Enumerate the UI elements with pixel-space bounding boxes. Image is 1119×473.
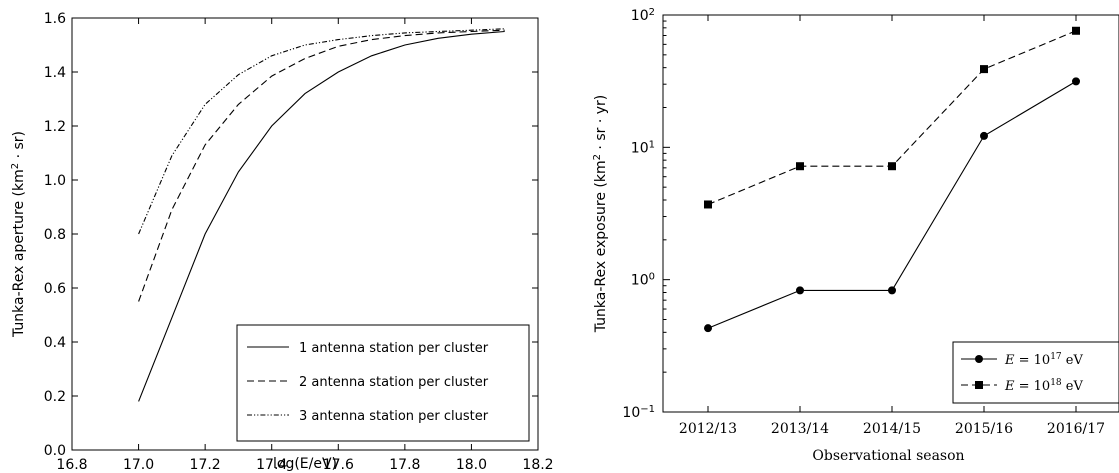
- aperture-y-tick-label: 1.6: [44, 11, 66, 27]
- exposure-series-line-2: [707, 30, 1077, 206]
- exposure-y-axis-label-sup: 2: [592, 154, 603, 160]
- aperture-x-tick-label: 17.4: [256, 457, 287, 473]
- aperture-series-group: [138, 28, 505, 402]
- aperture-y-tick-label: 0.4: [44, 335, 66, 351]
- exposure-x-axis-label: Observational season: [812, 448, 964, 464]
- exposure-point-square: [888, 162, 896, 171]
- aperture-y-tick-label: 1.4: [44, 65, 66, 81]
- aperture-y-axis-label-sup: 2: [10, 163, 21, 169]
- aperture-legend-label-3: 3 antenna station per cluster: [299, 409, 489, 424]
- aperture-y-tick-label: 0.0: [44, 443, 66, 459]
- exposure-legend-marker-square: [975, 381, 983, 389]
- exposure-point-circle: [704, 324, 712, 333]
- aperture-y-tick-label: 0.6: [44, 281, 66, 297]
- aperture-x-tick-label: 18.2: [522, 457, 553, 473]
- exposure-y-tick-label: 100: [631, 271, 655, 289]
- exposure-x-tick-label: 2014/15: [863, 421, 921, 437]
- exposure-point-circle: [1072, 77, 1080, 86]
- exposure-point-square: [704, 200, 712, 209]
- exposure-point-circle: [888, 286, 896, 295]
- aperture-chart: 16.8 17.0 17.2 17.4 17.6 17.8 18.0 18.2 0.0 0.2 0.…: [10, 11, 554, 473]
- aperture-legend: 1 antenna station per cluster 2 antenna s…: [236, 324, 530, 442]
- aperture-series-line-1: [138, 30, 505, 402]
- aperture-y-tick-label: 0.2: [44, 389, 66, 405]
- aperture-y-tick-label: 0.8: [44, 227, 66, 243]
- aperture-legend-box: [236, 324, 530, 442]
- exposure-x-tick-label: 2016/17: [1047, 421, 1105, 437]
- aperture-y-axis-label-main: Tunka-Rex aperture (km: [11, 169, 27, 338]
- aperture-y-axis-label-end: · sr): [11, 131, 27, 163]
- aperture-legend-label-1: 1 antenna station per cluster: [299, 341, 489, 356]
- exposure-point-circle: [980, 131, 988, 140]
- exposure-ticks: 102 101 100 10−1 2012/13 2013/14 2014/15 2015/1…: [622, 7, 1105, 438]
- exposure-y-axis-label-end: · sr · yr): [593, 95, 609, 154]
- aperture-series-line-2: [138, 29, 505, 302]
- aperture-x-tick-label: 17.0: [123, 457, 154, 473]
- exposure-legend-label-1: E = 1017 eV: [1004, 352, 1083, 368]
- exposure-x-tick-label: 2012/13: [679, 421, 737, 437]
- exposure-y-axis-label: Tunka-Rex exposure (km2 · sr · yr): [592, 95, 610, 334]
- exposure-y-tick-label: 101: [631, 139, 655, 157]
- exposure-point-square: [980, 65, 988, 74]
- aperture-ticks: 16.8 17.0 17.2 17.4 17.6 17.8 18.0 18.2 0.0 0.2 0.…: [44, 11, 554, 473]
- exposure-series-group: [704, 26, 1080, 333]
- aperture-y-tick-label: 1.2: [44, 119, 66, 135]
- exposure-legend-label-2: E = 1018 eV: [1004, 378, 1083, 394]
- exposure-legend: E = 1017 eV E = 1018 eV: [952, 341, 1119, 404]
- aperture-y-axis-label: Tunka-Rex aperture (km2 · sr): [10, 131, 28, 338]
- exposure-legend-box: [952, 341, 1119, 404]
- exposure-y-tick-label: 10−1: [622, 404, 655, 422]
- exposure-x-tick-label: 2013/14: [771, 421, 829, 437]
- aperture-series-line-3: [138, 28, 505, 235]
- exposure-y-tick-label: 102: [631, 7, 655, 25]
- aperture-x-axis-label: log(E/eV): [273, 456, 337, 472]
- aperture-x-tick-label: 17.8: [389, 457, 420, 473]
- aperture-x-tick-label: 17.6: [323, 457, 354, 473]
- exposure-legend-marker-circle: [975, 355, 983, 363]
- exposure-plot-frame: [662, 14, 1119, 413]
- aperture-y-tick-label: 1.0: [44, 173, 66, 189]
- aperture-x-tick-label: 16.8: [56, 457, 87, 473]
- exposure-x-tick-label: 2015/16: [955, 421, 1013, 437]
- exposure-point-square: [796, 162, 804, 171]
- aperture-x-tick-label: 18.0: [456, 457, 487, 473]
- exposure-chart: 102 101 100 10−1 2012/13 2013/14 2014/15 2015/1…: [592, 7, 1119, 464]
- exposure-point-square: [1072, 26, 1080, 35]
- exposure-y-axis-label-main: Tunka-Rex exposure (km: [593, 160, 609, 333]
- aperture-legend-label-2: 2 antenna station per cluster: [299, 375, 489, 390]
- aperture-x-tick-label: 17.2: [190, 457, 221, 473]
- exposure-point-circle: [796, 286, 804, 295]
